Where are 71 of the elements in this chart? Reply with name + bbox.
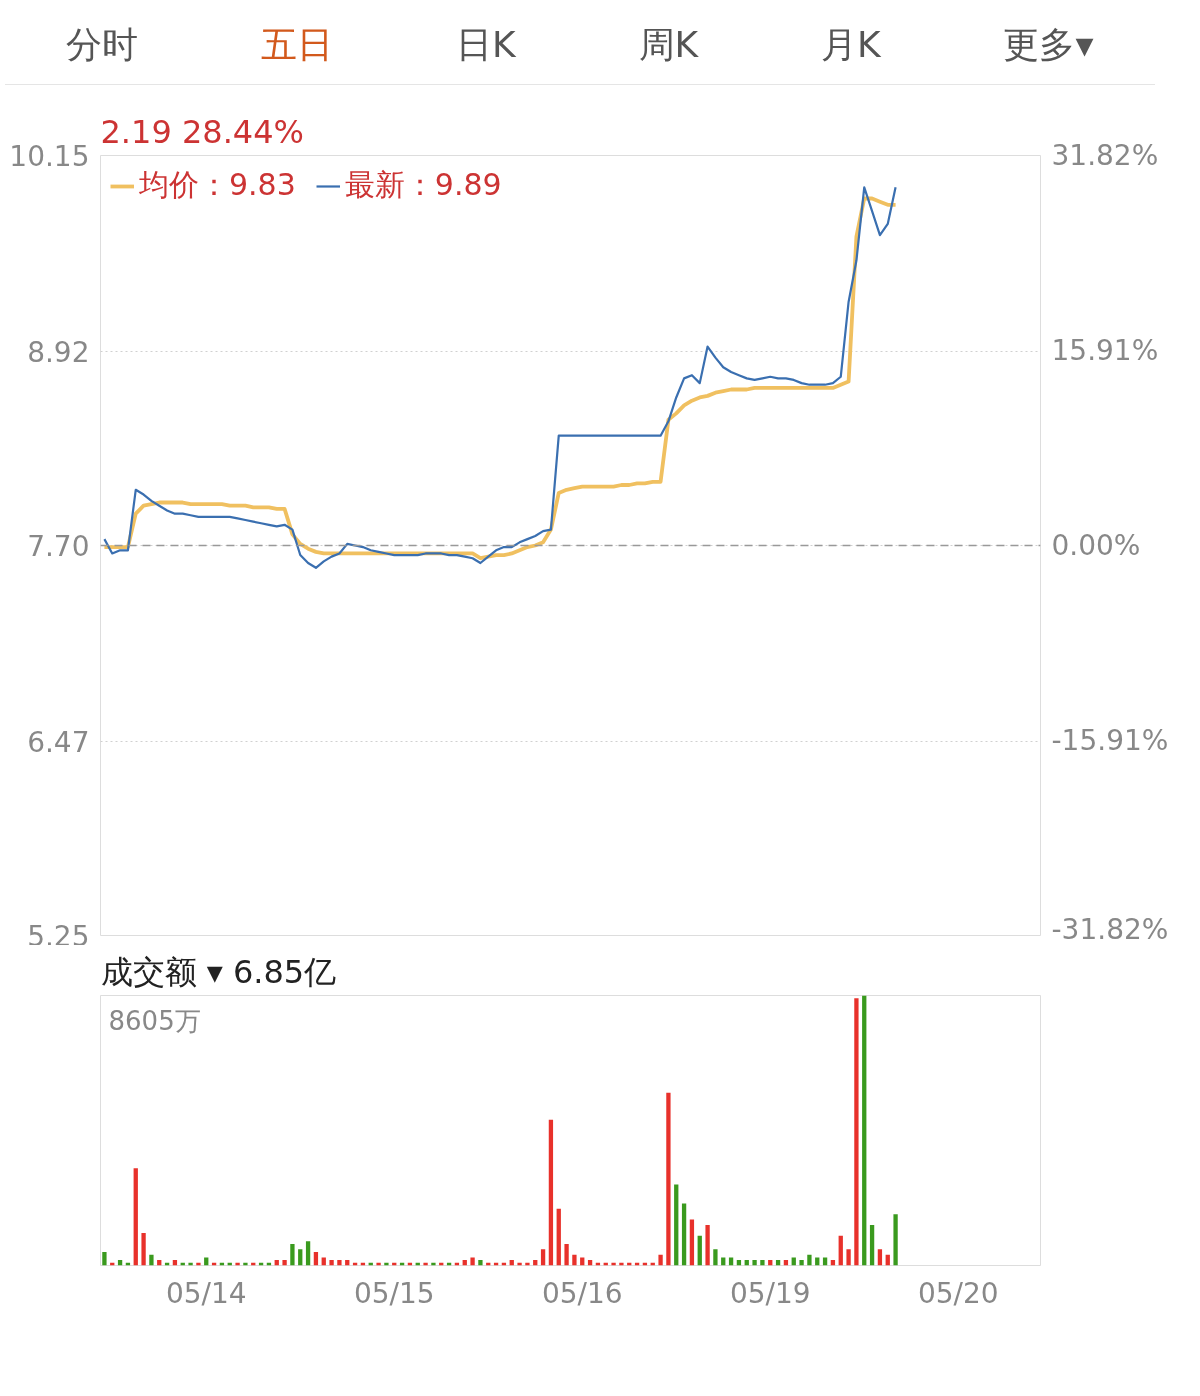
- bar: [282, 1260, 287, 1266]
- chart-title: 成交额 ▾ 6.85亿: [100, 952, 337, 991]
- bar: [564, 1243, 569, 1266]
- x-tick-label: 05/14: [165, 1276, 247, 1310]
- bar: [329, 1260, 334, 1266]
- bar: [728, 1257, 734, 1266]
- bar: [305, 1241, 311, 1266]
- x-tick-label: 05/15: [353, 1276, 435, 1310]
- text: 周K: [638, 23, 699, 67]
- bar: [681, 1203, 687, 1266]
- bar: [478, 1260, 483, 1266]
- bar: [313, 1252, 319, 1266]
- y-tick-label: 6.47: [27, 725, 90, 759]
- y2-tick-label: 15.91%: [1051, 334, 1159, 367]
- text: 更多▾: [1003, 23, 1094, 67]
- bar: [133, 1168, 138, 1266]
- bar: [572, 1254, 577, 1266]
- bar: [204, 1257, 209, 1266]
- bar: [674, 1184, 679, 1266]
- y2-tick-label: 0.00%: [1051, 529, 1141, 562]
- bar: [556, 1208, 561, 1266]
- bar: [760, 1260, 765, 1266]
- bar: [862, 995, 867, 1266]
- bar: [658, 1254, 663, 1266]
- bar: [666, 1092, 671, 1266]
- bar: [721, 1257, 726, 1266]
- x-tick-label: 05/20: [917, 1276, 999, 1310]
- bar: [822, 1257, 828, 1266]
- bar: [838, 1235, 843, 1266]
- text: 分时: [66, 23, 139, 67]
- bar: [791, 1257, 796, 1266]
- chart-subtitle: 2.19 28.44%: [100, 112, 304, 151]
- bar: [689, 1219, 695, 1266]
- bar: [893, 1214, 898, 1266]
- bar: [149, 1254, 154, 1266]
- y-tick-label: 10.15: [9, 140, 90, 173]
- bar: [580, 1257, 585, 1266]
- legend-label: 均价：9.83: [139, 166, 296, 204]
- x-tick-label: 05/16: [541, 1276, 623, 1310]
- bar: [337, 1260, 342, 1266]
- bar: [141, 1233, 146, 1266]
- legend-label: 最新：9.89: [344, 166, 502, 204]
- bar: [548, 1119, 554, 1266]
- x-tick-label: 05/19: [729, 1276, 811, 1310]
- text: 日K: [456, 23, 516, 67]
- bar: [799, 1260, 804, 1266]
- y2-tick-label: -31.82%: [1051, 912, 1169, 946]
- y-tick-label: 7.70: [27, 530, 90, 563]
- bar: [752, 1260, 757, 1266]
- bar: [298, 1249, 303, 1266]
- bar: [846, 1249, 851, 1266]
- bar: [854, 998, 859, 1266]
- text: 五日: [261, 23, 334, 67]
- text: 月K: [821, 23, 881, 67]
- y2-tick-label: 31.82%: [1051, 139, 1159, 172]
- y-tick-label: 8.92: [27, 335, 90, 369]
- bar: [102, 1252, 107, 1266]
- bar: [807, 1254, 812, 1266]
- bar: [290, 1243, 295, 1266]
- bar: [877, 1249, 883, 1266]
- y2-tick-label: -15.91%: [1051, 724, 1169, 757]
- bar: [540, 1249, 546, 1266]
- annotation: 8605万: [108, 1005, 201, 1036]
- bar: [705, 1225, 710, 1266]
- bar: [713, 1249, 718, 1266]
- bar: [321, 1257, 326, 1266]
- bar: [697, 1235, 702, 1266]
- y-tick-label: 5.25: [27, 919, 90, 953]
- bar: [815, 1257, 820, 1266]
- bar: [869, 1225, 875, 1266]
- bar: [470, 1257, 475, 1266]
